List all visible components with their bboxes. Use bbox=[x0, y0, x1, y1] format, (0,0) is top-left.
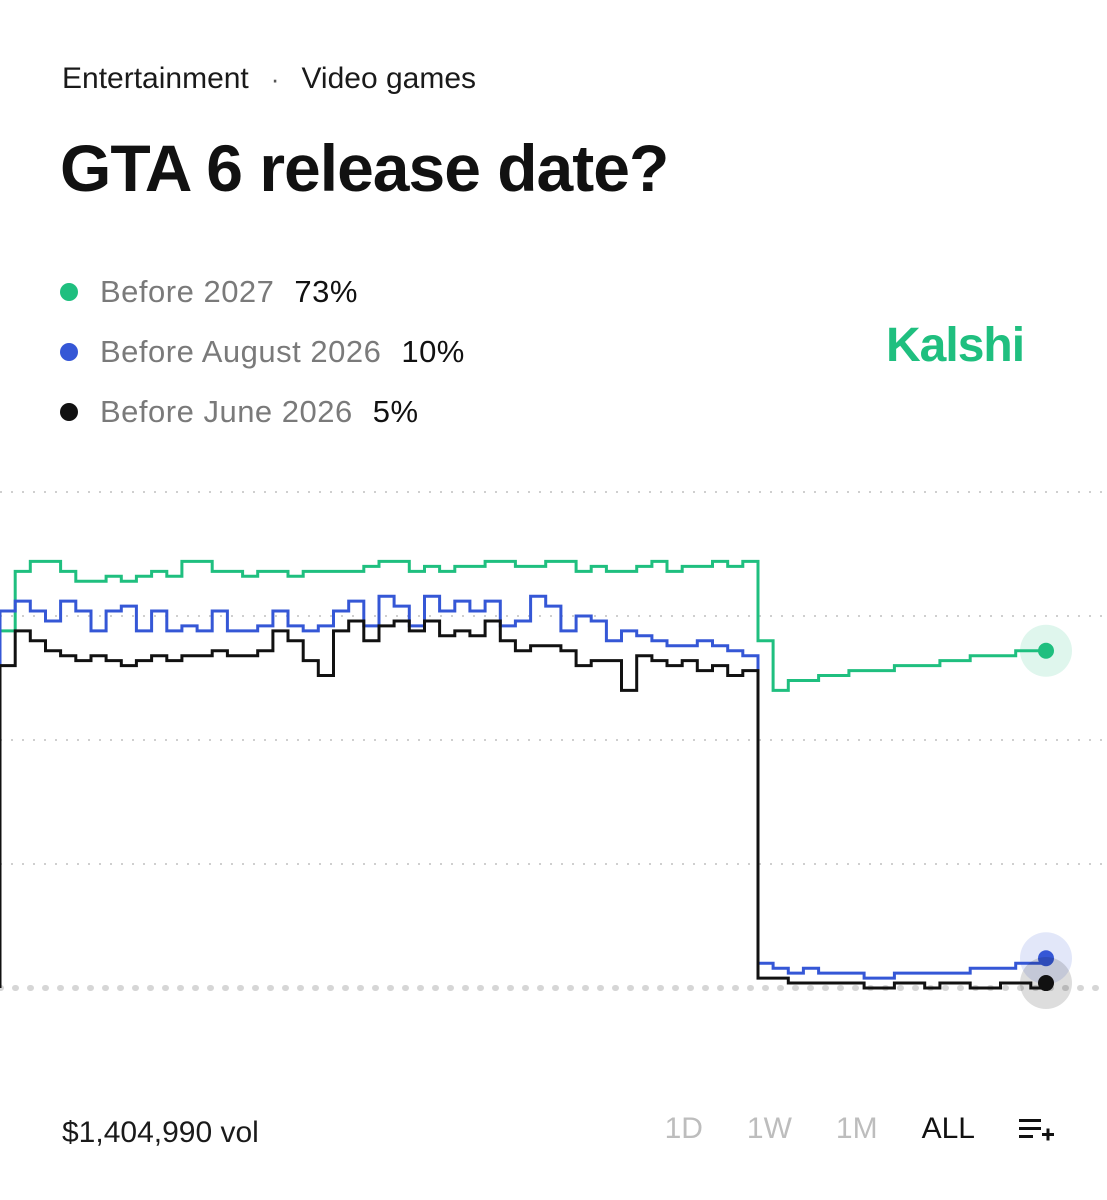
legend-dot bbox=[60, 403, 78, 421]
price-history-chart[interactable] bbox=[0, 460, 1107, 1020]
chart-legend: Before 2027 73% Before August 2026 10% B… bbox=[60, 262, 465, 442]
range-1w[interactable]: 1W bbox=[746, 1112, 792, 1145]
legend-value: 73% bbox=[294, 274, 358, 309]
range-1d[interactable]: 1D bbox=[664, 1112, 703, 1145]
brand-logo: Kalshi bbox=[886, 319, 1025, 372]
series-end-dot-2 bbox=[1038, 975, 1054, 992]
legend-value: 10% bbox=[401, 334, 465, 369]
legend-label: Before August 2026 bbox=[100, 334, 382, 369]
series-line-1 bbox=[0, 594, 1048, 988]
chart-grid bbox=[0, 491, 1107, 991]
range-1m[interactable]: 1M bbox=[835, 1112, 878, 1145]
add-to-list-icon[interactable] bbox=[1017, 1114, 1055, 1144]
legend-value: 5% bbox=[372, 394, 419, 429]
legend-label: Before June 2026 bbox=[100, 394, 353, 429]
chart-end-markers bbox=[1020, 624, 1072, 1010]
breadcrumb-separator: · bbox=[270, 63, 280, 94]
legend-dot bbox=[60, 343, 78, 361]
breadcrumb: Entertainment · Video games bbox=[62, 62, 476, 96]
breadcrumb-category[interactable]: Entertainment bbox=[62, 62, 249, 95]
legend-item-before-2027[interactable]: Before 2027 73% bbox=[60, 262, 465, 322]
legend-dot bbox=[60, 283, 78, 301]
series-end-dot-1 bbox=[1038, 950, 1054, 967]
volume-label: $1,404,990 vol bbox=[62, 1116, 259, 1149]
series-line-2 bbox=[0, 619, 1048, 990]
breadcrumb-subcategory[interactable]: Video games bbox=[301, 62, 477, 95]
range-all[interactable]: ALL bbox=[921, 1112, 975, 1145]
series-end-dot-0 bbox=[1038, 642, 1054, 659]
page-title: GTA 6 release date? bbox=[60, 131, 669, 205]
legend-item-before-june-2026[interactable]: Before June 2026 5% bbox=[60, 382, 465, 442]
chart-lines bbox=[0, 559, 1048, 990]
series-line-0 bbox=[0, 559, 1046, 988]
time-range-selector: 1D 1W 1M ALL bbox=[621, 1112, 1055, 1146]
legend-label: Before 2027 bbox=[100, 274, 275, 309]
legend-item-before-august-2026[interactable]: Before August 2026 10% bbox=[60, 322, 465, 382]
